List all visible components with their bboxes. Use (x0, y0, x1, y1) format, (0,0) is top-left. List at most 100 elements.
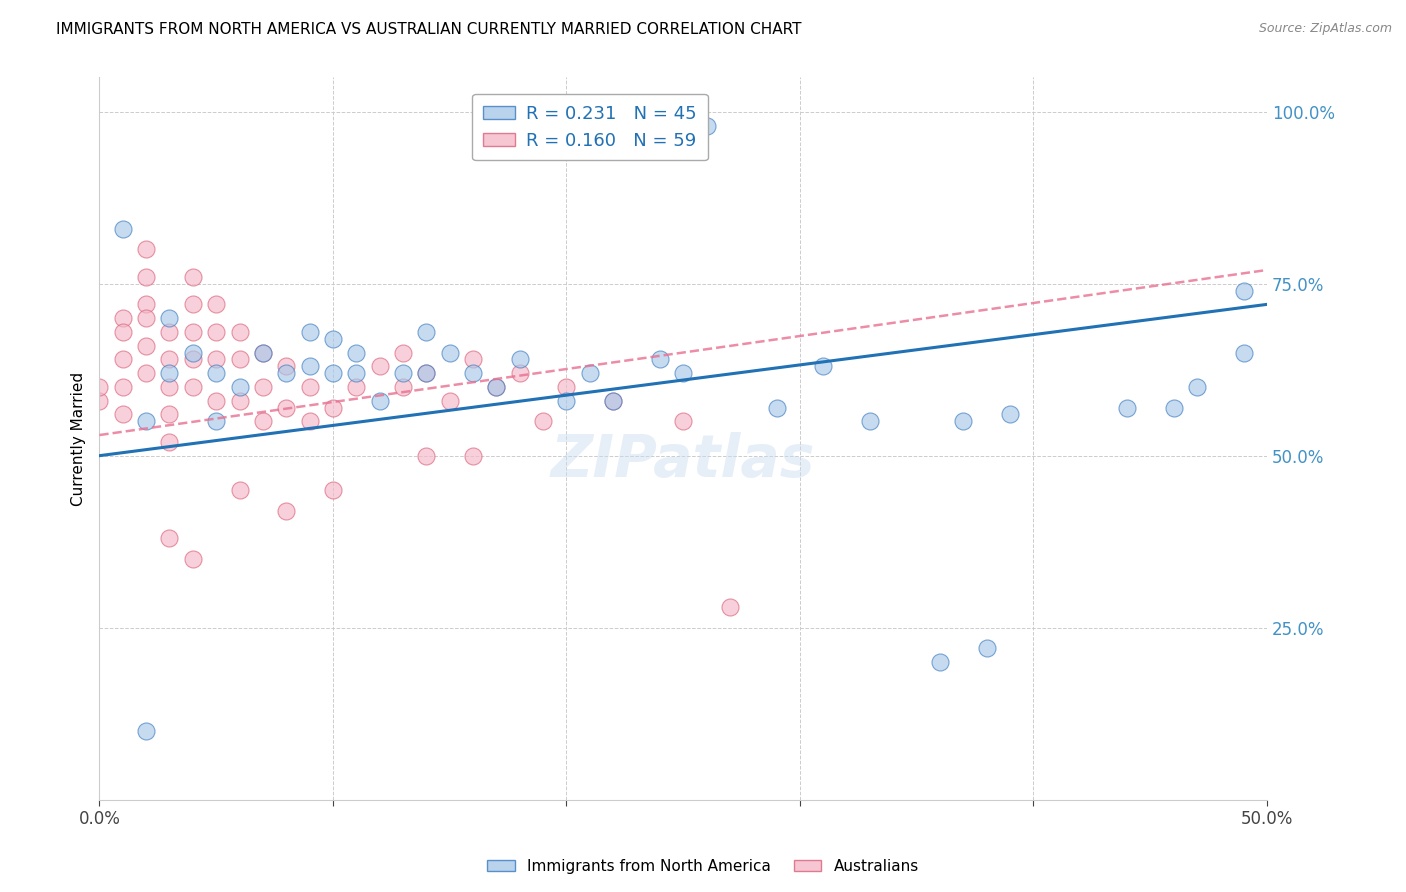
Point (205, 393, 228, 408)
Point (415, 366, 437, 380)
Point (159, 380, 181, 394)
Point (181, 352, 204, 367)
Point (159, 325, 181, 339)
Point (509, 352, 531, 367)
Point (578, 366, 600, 380)
Point (602, 393, 624, 408)
Point (181, 345, 204, 359)
Point (1232, 345, 1254, 359)
Point (392, 380, 415, 394)
Point (322, 332, 344, 346)
Point (813, 359, 835, 374)
Point (111, 311, 134, 326)
Point (276, 366, 298, 380)
Point (998, 408, 1021, 422)
Point (228, 380, 250, 394)
Point (111, 221, 134, 235)
Point (976, 641, 998, 656)
Point (205, 325, 228, 339)
Point (205, 414, 228, 428)
Point (322, 401, 344, 415)
Point (111, 408, 134, 422)
Point (205, 366, 228, 380)
Point (368, 359, 391, 374)
Point (1115, 401, 1137, 415)
Point (298, 380, 321, 394)
Point (672, 366, 695, 380)
Point (181, 297, 204, 311)
Point (648, 352, 671, 367)
Point (298, 414, 321, 428)
Point (205, 297, 228, 311)
Point (135, 311, 157, 326)
Point (415, 449, 437, 463)
Point (439, 345, 461, 359)
Point (344, 380, 367, 394)
Point (1163, 401, 1185, 415)
Point (135, 338, 157, 352)
Point (415, 366, 437, 380)
Point (228, 483, 250, 497)
Point (135, 243, 157, 257)
Point (181, 325, 204, 339)
Point (555, 393, 578, 408)
Point (89, 393, 111, 408)
Point (672, 414, 695, 428)
Point (135, 414, 157, 428)
Point (696, 119, 718, 133)
Point (952, 414, 974, 428)
Point (344, 366, 367, 380)
Text: Source: ZipAtlas.com: Source: ZipAtlas.com (1258, 22, 1392, 36)
Point (509, 366, 531, 380)
Point (252, 345, 274, 359)
Point (344, 345, 367, 359)
Point (1232, 284, 1254, 298)
Point (298, 359, 321, 374)
Point (929, 655, 952, 669)
Point (718, 599, 741, 614)
Point (322, 366, 344, 380)
Point (252, 414, 274, 428)
Point (111, 325, 134, 339)
Point (555, 380, 578, 394)
Point (89, 380, 111, 394)
Point (859, 414, 882, 428)
Point (159, 434, 181, 449)
Point (135, 269, 157, 284)
Point (159, 366, 181, 380)
Point (368, 393, 391, 408)
Point (461, 449, 484, 463)
Point (531, 414, 554, 428)
Point (228, 352, 250, 367)
Y-axis label: Currently Married: Currently Married (72, 371, 86, 506)
Text: IMMIGRANTS FROM NORTH AMERICA VS AUSTRALIAN CURRENTLY MARRIED CORRELATION CHART: IMMIGRANTS FROM NORTH AMERICA VS AUSTRAL… (56, 22, 801, 37)
Point (392, 345, 415, 359)
Point (135, 366, 157, 380)
Point (602, 393, 624, 408)
Point (1185, 380, 1208, 394)
Point (298, 325, 321, 339)
Point (159, 408, 181, 422)
Legend: R = 0.231   N = 45, R = 0.160   N = 59: R = 0.231 N = 45, R = 0.160 N = 59 (472, 94, 707, 161)
Point (135, 723, 157, 738)
Point (765, 401, 787, 415)
Point (159, 352, 181, 367)
Point (205, 352, 228, 367)
Point (181, 551, 204, 566)
Point (392, 366, 415, 380)
Point (276, 401, 298, 415)
Point (228, 393, 250, 408)
Text: ZIPatlas: ZIPatlas (551, 432, 815, 489)
Point (485, 380, 508, 394)
Legend: Immigrants from North America, Australians: Immigrants from North America, Australia… (481, 853, 925, 880)
Point (415, 325, 437, 339)
Point (322, 483, 344, 497)
Point (159, 531, 181, 545)
Point (181, 269, 204, 284)
Point (461, 366, 484, 380)
Point (276, 504, 298, 518)
Point (461, 352, 484, 367)
Point (228, 325, 250, 339)
Point (439, 393, 461, 408)
Point (252, 345, 274, 359)
